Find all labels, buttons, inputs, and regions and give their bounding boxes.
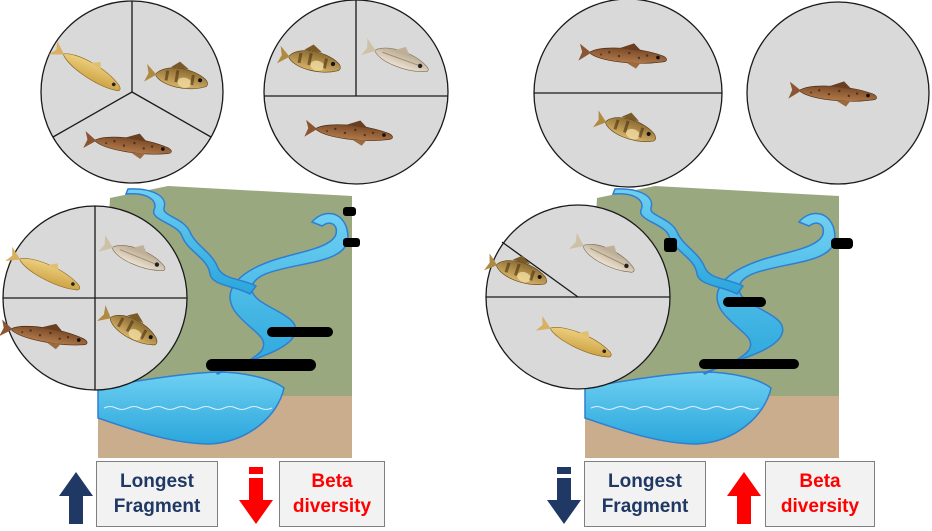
barrier: [206, 359, 316, 371]
right-community-circle-3: [483, 204, 671, 390]
right-barriers: [664, 238, 853, 369]
right-longest-fragment-label: Longest Fragment: [584, 461, 706, 527]
left-longest-fragment-label: Longest Fragment: [96, 461, 218, 527]
barrier: [267, 327, 333, 337]
left-community-circle-2: [263, 0, 449, 185]
barrier: [343, 238, 360, 247]
right-beta-diversity-label: Beta diversity: [765, 461, 875, 527]
right-community-circle-1: [533, 0, 723, 188]
left-community-circle-1: [40, 0, 224, 184]
right-community-circle-2: [746, 1, 930, 185]
barrier: [831, 238, 853, 249]
right-scenario: [483, 0, 930, 524]
left-barriers: [206, 207, 360, 371]
left-beta-diversity-label: Beta diversity: [279, 461, 385, 527]
right-fragment-decrease-arrow-icon: [547, 467, 581, 524]
barrier: [664, 238, 677, 252]
left-fragment-increase-arrow-icon: [59, 472, 93, 524]
barrier: [699, 359, 799, 369]
right-beta-increase-arrow-icon: [727, 472, 761, 524]
left-beta-decrease-arrow-icon: [239, 467, 273, 524]
barrier: [343, 207, 356, 216]
left-scenario: [0, 0, 449, 524]
barrier: [723, 297, 766, 307]
left-community-circle-3: [0, 205, 188, 391]
